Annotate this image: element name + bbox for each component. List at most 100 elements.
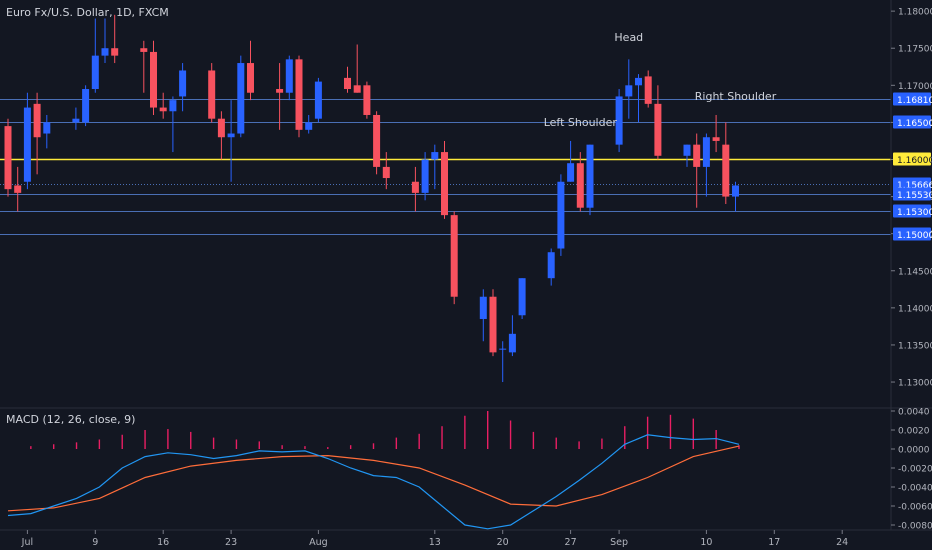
candle-body <box>586 144 594 208</box>
candle <box>615 89 623 153</box>
candle <box>169 96 177 153</box>
candle-series <box>4 14 739 383</box>
candle <box>285 55 293 101</box>
level-price-label: 1.15000 <box>897 231 932 241</box>
candle <box>441 140 448 219</box>
annotation-label: Right Shoulder <box>695 90 777 103</box>
candle <box>305 114 313 134</box>
macd-tick-label: -0.0060 <box>898 503 932 513</box>
macd-tick-label: 0.0040 <box>898 408 930 418</box>
candle <box>353 44 361 93</box>
candle <box>499 341 507 383</box>
candle <box>43 114 51 149</box>
candle <box>702 133 710 197</box>
candle-body <box>217 118 225 138</box>
price-tick-label: 1.18000 <box>898 8 932 18</box>
macd-tick-label: 0.0020 <box>898 427 930 437</box>
candle-body <box>635 77 642 86</box>
macd-histogram <box>30 411 740 449</box>
candle-body <box>722 144 730 197</box>
candle-body <box>227 133 235 138</box>
candle-body <box>159 107 167 112</box>
candle <box>363 81 371 119</box>
candle <box>693 133 701 208</box>
time-tick-label: 27 <box>565 537 577 548</box>
candle-body <box>285 59 293 93</box>
candle-body <box>615 96 623 145</box>
candle-body <box>625 85 633 97</box>
candle <box>431 144 439 190</box>
candle-body <box>732 185 739 197</box>
candle <box>150 40 157 115</box>
level-price-tag <box>893 187 931 201</box>
candle <box>314 77 322 123</box>
candle-body <box>431 152 439 160</box>
candle <box>295 55 303 138</box>
candle-body <box>295 59 303 130</box>
candle <box>722 122 730 204</box>
level-price-tag <box>893 227 931 241</box>
candle-body <box>567 163 575 182</box>
price-tick-label: 1.17500 <box>898 45 932 55</box>
price-tick-label: 1.13000 <box>898 379 932 389</box>
annotation-label: Head <box>614 31 643 44</box>
candle-body <box>82 89 90 123</box>
candle-body <box>247 63 254 93</box>
time-tick-label: Sep <box>610 537 628 548</box>
candle <box>586 144 594 216</box>
price-tick-label: 1.13500 <box>898 341 932 351</box>
time-tick-label: 10 <box>700 537 712 548</box>
candle <box>508 315 516 357</box>
candle-body <box>43 122 51 134</box>
candle-body <box>305 122 313 130</box>
macd-axis[interactable]: 0.0040 0.0020 0.0000 -0.0020 -0.0040 -0.0060 -… <box>891 408 932 532</box>
candle-body <box>518 278 526 316</box>
candle-body <box>140 48 148 52</box>
candle <box>421 152 429 201</box>
candle-body <box>421 159 429 193</box>
candle-body <box>353 85 361 93</box>
macd-indicator-label[interactable]: MACD (12, 26, close, 9) <box>6 413 135 426</box>
time-tick-label: Jul <box>21 537 33 548</box>
candle <box>72 107 80 130</box>
candle <box>217 111 225 160</box>
macd-line <box>7 434 740 530</box>
time-tick-label: 9 <box>92 537 98 548</box>
candle-body <box>14 185 22 193</box>
candle <box>23 92 31 190</box>
candle <box>91 18 99 93</box>
candle <box>654 85 662 160</box>
candle <box>518 278 526 319</box>
annotation-label: Left Shoulder <box>544 116 618 129</box>
time-tick-label: 13 <box>429 537 441 548</box>
candle-body <box>644 76 652 104</box>
level-price-tag <box>893 92 931 106</box>
level-price-label: 1.16500 <box>897 119 932 129</box>
time-tick-label: 20 <box>497 537 509 548</box>
pattern-annotations: Head Right Shoulder Left Shoulder <box>544 31 777 129</box>
time-tick-label: Aug <box>309 537 328 548</box>
candle-body <box>702 137 710 167</box>
candle <box>276 63 284 130</box>
candle-body <box>363 85 371 115</box>
candle <box>411 166 419 212</box>
candle <box>344 66 351 93</box>
candle-body <box>441 152 448 216</box>
candle-body <box>344 77 351 90</box>
candle <box>208 63 216 123</box>
candle-body <box>411 181 419 193</box>
candle-body <box>72 118 80 123</box>
level-price-tag <box>893 115 931 129</box>
level-price-label: 1.15666 <box>897 181 932 191</box>
candle <box>489 289 497 357</box>
candle <box>450 211 458 305</box>
candle-body <box>4 126 12 190</box>
time-tick-label: 16 <box>157 537 169 548</box>
time-axis[interactable]: Jul 9 16 23 Aug 13 20 27 Sep 10 17 24 <box>21 530 849 548</box>
candle-body <box>91 55 99 90</box>
candle-body <box>683 144 691 156</box>
candle <box>14 166 22 212</box>
